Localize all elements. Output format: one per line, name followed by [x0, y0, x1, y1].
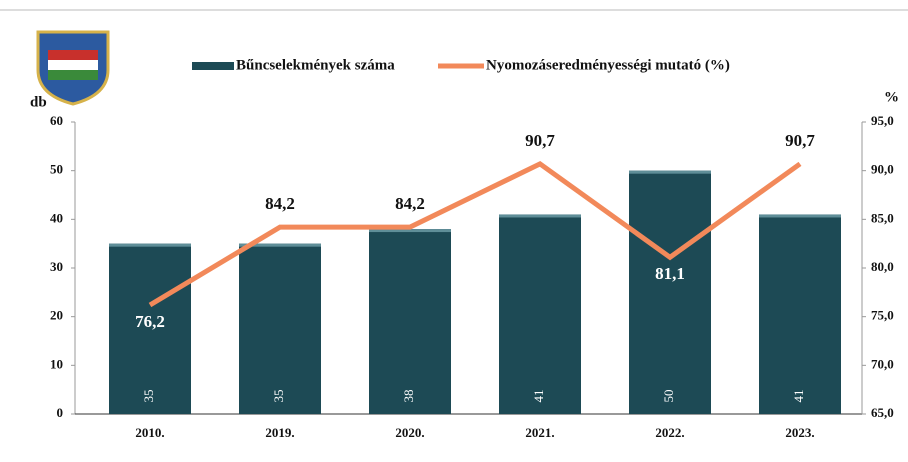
bar-highlight: [499, 214, 581, 218]
y2-tick-label: 95,0: [871, 113, 894, 128]
x-tick-label: 2022.: [655, 425, 684, 440]
bar-highlight: [109, 243, 191, 247]
bar-value-label: 41: [791, 390, 806, 403]
x-tick-label: 2010.: [135, 425, 164, 440]
line: [148, 160, 802, 308]
bar-value-label: 35: [271, 390, 286, 403]
legend-label: Nyomozáseredményességi mutató (%): [486, 57, 730, 73]
x-tick-label: 2023.: [785, 425, 814, 440]
x-tick-label: 2020.: [395, 425, 424, 440]
y2-tick-label: 80,0: [871, 259, 894, 274]
x-tick-label: 2019.: [265, 425, 294, 440]
bar-highlight: [629, 170, 711, 174]
line-value-label: 76,2: [135, 312, 165, 331]
y2-tick-label: 65,0: [871, 405, 894, 420]
bar-value-label: 41: [531, 390, 546, 403]
bar-highlight: [369, 229, 451, 233]
line-value-label: 84,2: [395, 194, 425, 213]
y-axis-label: db: [30, 94, 47, 110]
y-tick-label: 40: [50, 210, 63, 225]
bar: [499, 214, 581, 414]
y2-axis-label: %: [884, 89, 899, 105]
y2-tick-label: 70,0: [871, 356, 894, 371]
line-value-label: 84,2: [265, 194, 295, 213]
bar-value-label: 50: [661, 390, 676, 403]
legend-label: Bűncselekmények száma: [236, 57, 395, 73]
bar-value-label: 38: [401, 390, 416, 403]
bar: [109, 243, 191, 414]
y-tick-label: 0: [57, 405, 64, 420]
y-tick-label: 60: [50, 113, 63, 128]
line-value-label: 90,7: [525, 131, 555, 150]
y2-tick-label: 90,0: [871, 162, 894, 177]
line-value-label: 81,1: [655, 264, 685, 283]
bar: [759, 214, 841, 414]
y-tick-label: 30: [50, 259, 63, 274]
y2-tick-label: 85,0: [871, 210, 894, 225]
bar-highlight: [239, 243, 321, 247]
y-tick-label: 50: [50, 162, 63, 177]
y-tick-label: 10: [50, 356, 63, 371]
y-tick-label: 20: [50, 308, 63, 323]
bar-highlight: [759, 214, 841, 218]
bar: [629, 170, 711, 414]
logo: [36, 30, 110, 106]
legend-swatch: [192, 62, 234, 70]
x-tick-label: 2021.: [525, 425, 554, 440]
y2-tick-label: 75,0: [871, 308, 894, 323]
bar-value-label: 35: [141, 390, 156, 403]
bar: [239, 243, 321, 414]
bar: [369, 229, 451, 414]
line-value-label: 90,7: [785, 131, 815, 150]
